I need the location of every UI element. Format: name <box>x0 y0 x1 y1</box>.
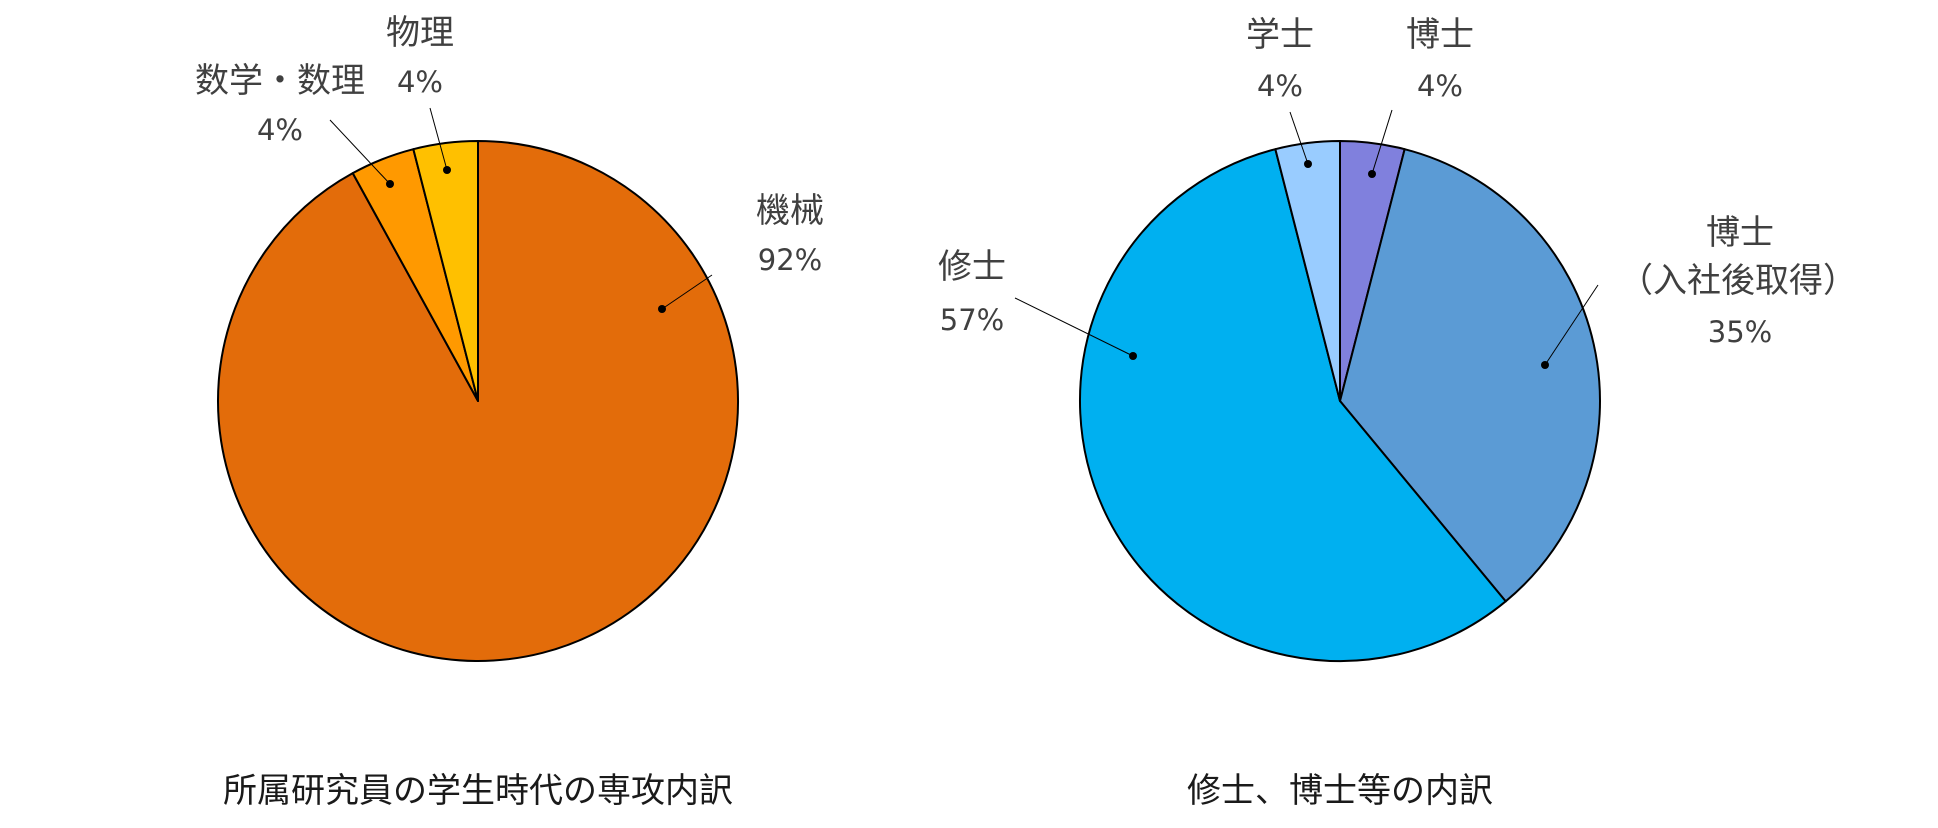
chart2-slices <box>1079 140 1601 662</box>
leader-dot <box>443 166 451 174</box>
leader-dot <box>1368 170 1376 178</box>
slice-value-hakase: 4% <box>1417 69 1463 103</box>
slice-label-hakase-nyusha-line2: （入社後取得） <box>1619 261 1857 301</box>
leader-dot <box>658 305 666 313</box>
chart2-leader-lines <box>1014 109 1599 369</box>
slice-butsuri <box>412 140 479 402</box>
slice-shushi <box>1079 148 1507 662</box>
chart1-leader-lines <box>329 107 713 313</box>
leader-line <box>1014 297 1134 357</box>
leader-line <box>1289 111 1309 165</box>
slice-label-shushi: 修士 <box>938 247 1006 287</box>
slice-value-gakushi: 4% <box>1257 69 1303 103</box>
slice-value-shushi: 57% <box>940 303 1004 337</box>
slice-value-hakase-nyusha: 35% <box>1708 315 1772 349</box>
pie-chart-major: 機械 92% 数学・数理 4% 物理 4% 所属研究員の学生時代の専攻内訳 <box>195 13 824 811</box>
leader-line <box>1371 109 1393 175</box>
slice-value-butsuri: 4% <box>397 65 443 99</box>
leader-line <box>1544 284 1599 366</box>
leader-dot <box>1129 352 1137 360</box>
slice-value-kikai: 92% <box>758 243 822 277</box>
slice-gakushi <box>1274 140 1341 402</box>
slice-value-sugaku: 4% <box>257 113 303 147</box>
slice-label-hakase-nyusha: 博士 <box>1706 213 1774 253</box>
chart2-caption: 修士、博士等の内訳 <box>1187 771 1493 811</box>
slice-label-sugaku: 数学・数理 <box>195 61 365 101</box>
leader-dot <box>1304 160 1312 168</box>
slice-label-butsuri: 物理 <box>386 13 454 53</box>
leader-line <box>329 119 391 185</box>
chart1-slices <box>217 140 739 662</box>
leader-line <box>661 274 713 310</box>
leader-line <box>429 107 448 171</box>
pie-chart-degree: 博士 4% 博士 （入社後取得） 35% 修士 57% 学士 4% 修士、博士等… <box>938 15 1857 811</box>
slice-label-hakase: 博士 <box>1406 15 1474 55</box>
leader-dot <box>386 180 394 188</box>
chart1-caption: 所属研究員の学生時代の専攻内訳 <box>223 771 733 811</box>
slice-label-gakushi: 学士 <box>1246 15 1314 55</box>
leader-dot <box>1541 361 1549 369</box>
slice-hakase-nyusha <box>1339 148 1601 603</box>
slice-label-kikai: 機械 <box>756 191 824 231</box>
